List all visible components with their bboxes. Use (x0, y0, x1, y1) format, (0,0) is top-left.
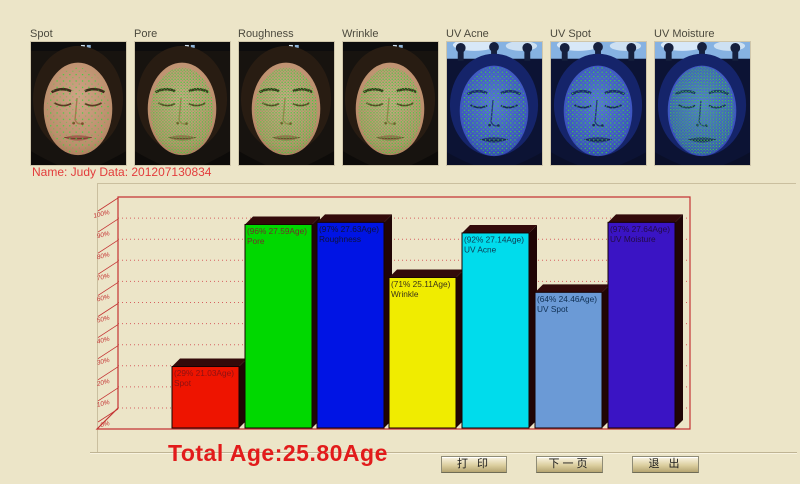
svg-text:(96% 27.59Age): (96% 27.59Age) (247, 226, 307, 236)
face-panel: Wrinkle (342, 28, 439, 166)
face-panel: Pore (134, 28, 231, 166)
face-image-normal[interactable] (30, 41, 127, 166)
svg-text:20%: 20% (95, 378, 111, 388)
svg-text:Pore: Pore (247, 236, 265, 246)
svg-text:30%: 30% (96, 357, 111, 367)
face-image-label: Spot (30, 28, 53, 40)
svg-text:(29% 21.03Age): (29% 21.03Age) (174, 368, 234, 378)
face-panel: UV Acne (446, 28, 543, 166)
svg-text:80%: 80% (96, 251, 111, 261)
total-age-text: Total Age:25.80Age (168, 440, 388, 466)
svg-text:0%: 0% (100, 420, 111, 429)
svg-text:(97% 27.64Age): (97% 27.64Age) (610, 224, 670, 234)
svg-text:Spot: Spot (174, 378, 192, 388)
svg-text:100%: 100% (93, 209, 111, 220)
svg-text:(64% 24.46Age): (64% 24.46Age) (537, 294, 597, 304)
svg-text:40%: 40% (96, 336, 111, 346)
svg-text:UV Moisture: UV Moisture (610, 234, 656, 244)
svg-text:70%: 70% (96, 272, 111, 282)
face-image-uv[interactable] (654, 41, 751, 166)
svg-text:UV Spot: UV Spot (537, 304, 569, 314)
print-button[interactable]: 打 印 (441, 456, 507, 473)
face-image-normal[interactable] (134, 41, 231, 166)
age-bar-chart: 0% 10% 20% 30% 40% 50% 60% 70% 80% 90% 100% (29% 21… (90, 183, 797, 454)
svg-text:10%: 10% (96, 399, 111, 409)
face-image-normal[interactable] (238, 41, 335, 166)
svg-text:(92% 27.14Age): (92% 27.14Age) (464, 234, 524, 244)
face-image-label: Pore (134, 28, 158, 40)
face-image-strip: Spot Pore (0, 0, 800, 172)
svg-text:UV Acne: UV Acne (464, 244, 497, 254)
patient-info: Name: Judy Data: 201207130834 (32, 165, 212, 179)
face-image-uv[interactable] (550, 41, 647, 166)
face-image-label: UV Spot (550, 28, 591, 40)
face-image-label: UV Acne (446, 28, 489, 40)
face-image-label: UV Moisture (654, 28, 715, 40)
svg-text:90%: 90% (96, 230, 111, 240)
face-panel: Spot (30, 28, 127, 166)
exit-button[interactable]: 退 出 (632, 456, 699, 473)
svg-text:60%: 60% (96, 293, 111, 303)
face-image-normal[interactable] (342, 41, 439, 166)
svg-text:Roughness: Roughness (319, 234, 361, 244)
face-panel: UV Moisture (654, 28, 751, 166)
svg-text:50%: 50% (96, 315, 111, 325)
next-page-button[interactable]: 下一页 (536, 456, 603, 473)
svg-text:Wrinkle: Wrinkle (391, 289, 419, 299)
svg-text:(97% 27.63Age): (97% 27.63Age) (319, 224, 379, 234)
face-image-label: Wrinkle (342, 28, 379, 40)
face-image-label: Roughness (238, 28, 294, 40)
face-panel: Roughness (238, 28, 335, 166)
svg-text:(71% 25.11Age): (71% 25.11Age) (391, 279, 451, 289)
face-panel: UV Spot (550, 28, 647, 166)
face-image-uv[interactable] (446, 41, 543, 166)
